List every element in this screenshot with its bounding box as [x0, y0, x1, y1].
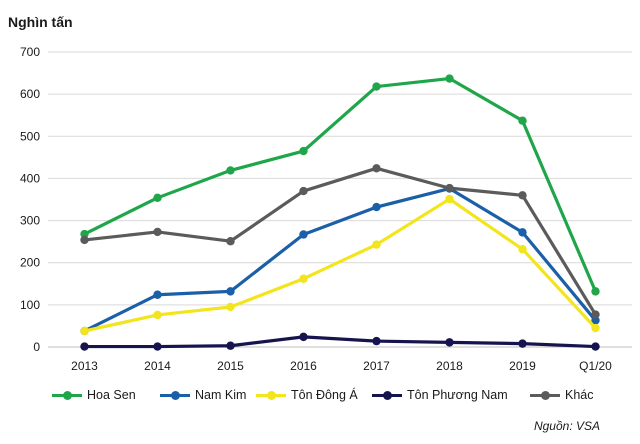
legend-label-ton-phuong-nam: Tôn Phương Nam [407, 388, 508, 402]
y-tick-label: 100 [20, 298, 40, 312]
data-point-nam-kim [372, 202, 381, 212]
data-point-ton-dong-a [518, 245, 527, 254]
data-point-ton-phuong-nam [299, 332, 308, 342]
data-point-khac [372, 164, 381, 173]
y-tick-label: 400 [20, 171, 40, 185]
data-point-ton-phuong-nam [372, 336, 381, 346]
legend-marker-ton-phuong-nam [372, 384, 402, 406]
data-point-hoa-sen [591, 287, 600, 296]
legend-item-nam-kim: Nam Kim [160, 384, 246, 406]
data-point-nam-kim [153, 290, 162, 299]
legend-label-khac: Khác [565, 388, 594, 402]
data-point-hoa-sen [153, 193, 162, 203]
data-point-ton-dong-a [591, 323, 600, 333]
series-line-hoa-sen [83, 76, 597, 293]
x-tick-label: Q1/20 [579, 359, 612, 373]
legend-label-hoa-sen: Hoa Sen [87, 388, 136, 402]
data-point-ton-dong-a [153, 310, 162, 320]
chart-legend: Hoa Sen Nam Kim Tôn Đông Á Tôn Phương Na… [0, 384, 640, 406]
source-note: Nguồn: VSA [533, 419, 600, 433]
x-tick-label: 2015 [217, 359, 244, 373]
data-point-ton-phuong-nam [591, 342, 600, 351]
legend-label-nam-kim: Nam Kim [195, 388, 247, 402]
data-point-nam-kim [226, 287, 235, 296]
data-point-ton-dong-a [80, 326, 89, 336]
data-point-ton-dong-a [372, 240, 381, 249]
data-point-ton-phuong-nam [445, 338, 454, 347]
y-tick-label: 300 [20, 214, 40, 228]
series-line-nam-kim [83, 186, 597, 333]
line-chart: 0 100 200 300 400 500 600 700 2013 2014 2015 2016 20… [20, 45, 632, 373]
data-point-khac [299, 186, 308, 196]
data-point-ton-dong-a [226, 302, 235, 312]
legend-label-ton-dong-a: Tôn Đông Á [291, 388, 358, 402]
series-line-ton-phuong-nam [84, 335, 596, 349]
legend-marker-khac [530, 384, 560, 406]
data-point-khac [445, 183, 454, 193]
data-point-ton-phuong-nam [518, 339, 527, 348]
y-axis-unit-label: Nghìn tấn [8, 14, 73, 30]
data-point-khac [591, 310, 600, 319]
data-point-nam-kim [299, 230, 308, 239]
data-point-nam-kim [591, 316, 600, 325]
data-point-ton-phuong-nam [153, 342, 162, 351]
data-point-hoa-sen [226, 166, 235, 175]
x-tick-label: 2019 [509, 359, 536, 373]
data-point-hoa-sen [80, 229, 89, 239]
y-tick-label: 700 [20, 45, 40, 59]
data-point-hoa-sen [518, 116, 527, 125]
legend-item-ton-phuong-nam: Tôn Phương Nam [372, 384, 508, 406]
legend-marker-ton-dong-a [256, 384, 286, 406]
series-line-khac [84, 166, 597, 316]
data-point-khac [153, 227, 162, 237]
legend-item-khac: Khác [530, 384, 594, 406]
legend-item-hoa-sen: Hoa Sen [52, 384, 136, 406]
data-point-khac [226, 237, 235, 246]
series-line-ton-dong-a [84, 197, 597, 333]
data-point-ton-dong-a [445, 194, 454, 204]
data-point-ton-phuong-nam [226, 341, 235, 350]
legend-marker-hoa-sen [52, 384, 82, 406]
data-point-nam-kim [518, 228, 527, 237]
x-tick-label: 2017 [363, 359, 390, 373]
legend-marker-nam-kim [160, 384, 190, 406]
y-tick-label: 500 [20, 129, 40, 143]
data-point-hoa-sen [372, 82, 381, 91]
data-point-ton-dong-a [299, 274, 308, 283]
data-point-ton-phuong-nam [80, 342, 89, 351]
y-tick-label: 0 [33, 340, 40, 354]
y-tick-label: 200 [20, 256, 40, 270]
data-point-hoa-sen [299, 146, 308, 156]
y-tick-label: 600 [20, 87, 40, 101]
x-tick-label: 2016 [290, 359, 317, 373]
x-tick-label: 2014 [144, 359, 171, 373]
data-point-khac [80, 235, 89, 245]
data-point-hoa-sen [445, 74, 454, 83]
x-tick-label: 2018 [436, 359, 463, 373]
x-tick-label: 2013 [71, 359, 98, 373]
legend-item-ton-dong-a: Tôn Đông Á [256, 384, 358, 406]
data-point-khac [518, 191, 527, 200]
